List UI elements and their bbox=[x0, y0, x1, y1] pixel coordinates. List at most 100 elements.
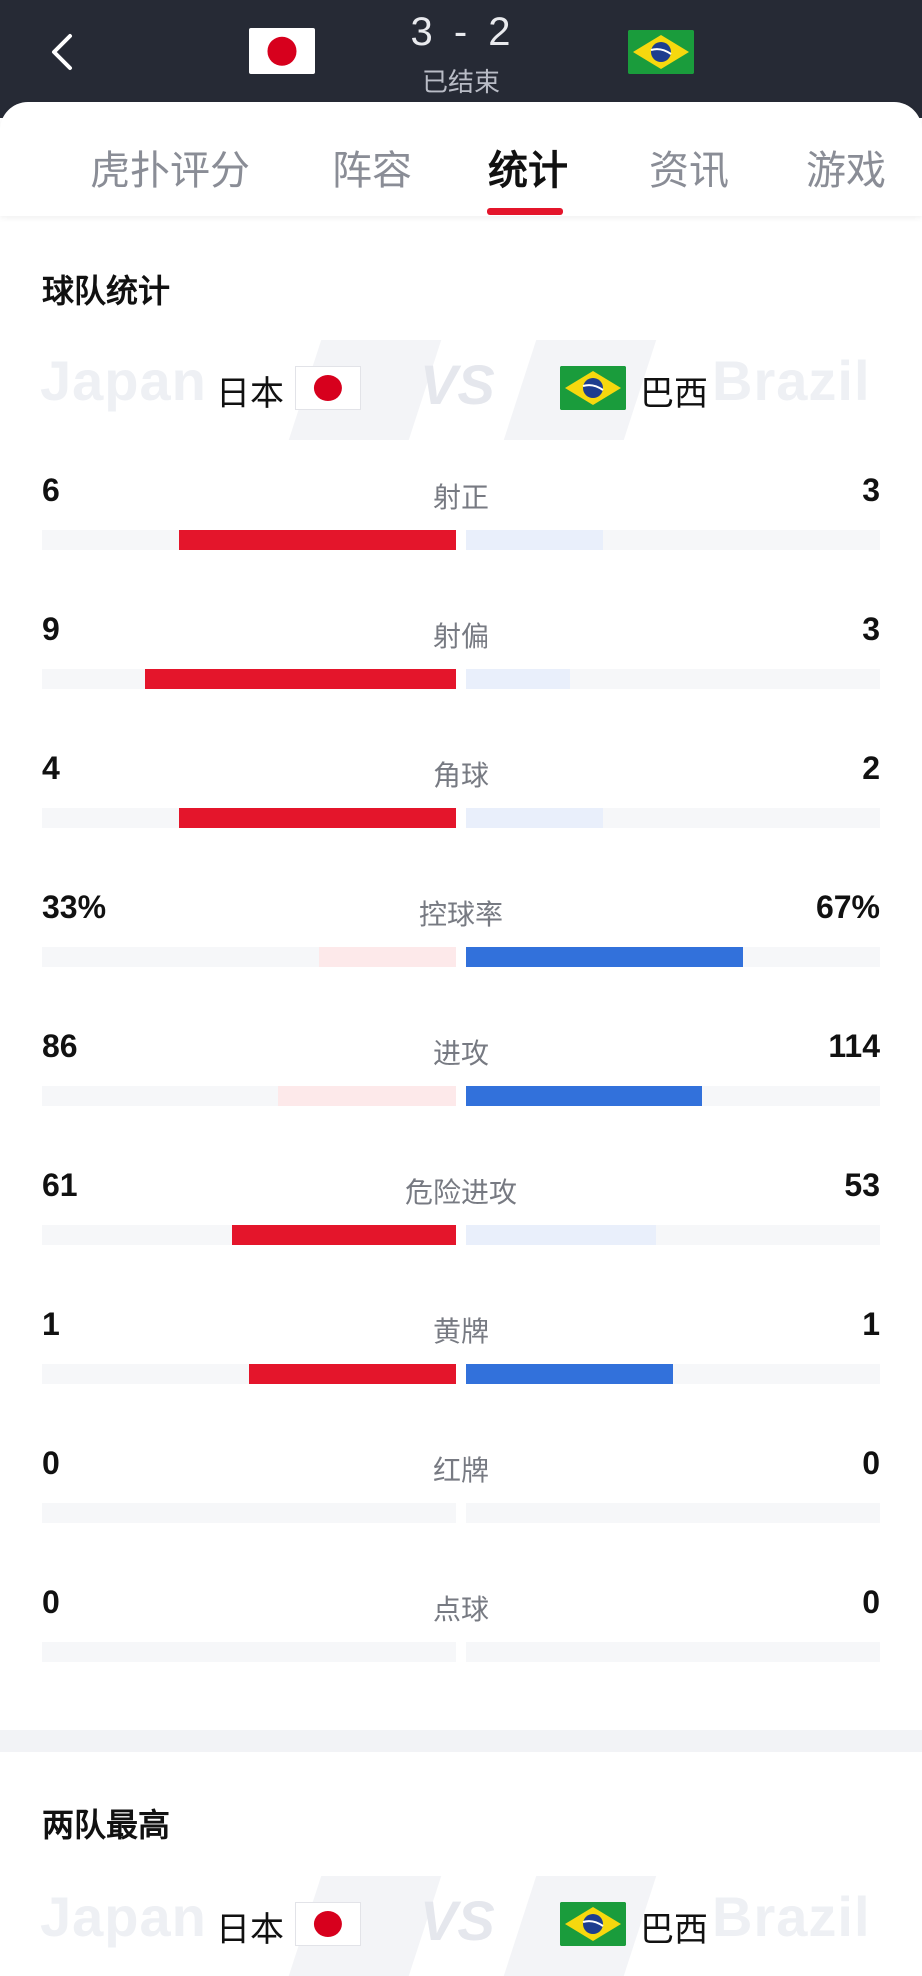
stat-row: 4 角球 2 bbox=[0, 750, 922, 889]
brazil-flag-icon bbox=[560, 1902, 626, 1946]
home-stat-bar bbox=[249, 1364, 456, 1384]
away-stat-value: 53 bbox=[844, 1167, 880, 1203]
home-stat-bar bbox=[179, 530, 456, 550]
away-stat-bar bbox=[466, 947, 743, 967]
stat-label: 射正 bbox=[432, 482, 489, 513]
home-stat-value: 33% bbox=[42, 889, 107, 925]
stat-row: 0 点球 0 bbox=[0, 1584, 922, 1723]
japan-flag-icon bbox=[249, 28, 315, 74]
away-stat-bar bbox=[466, 530, 603, 550]
away-stat-value: 0 bbox=[862, 1445, 880, 1481]
stat-label: 角球 bbox=[432, 760, 489, 791]
home-score: 3 bbox=[410, 10, 434, 54]
home-stat-value: 4 bbox=[42, 750, 60, 786]
away-stat-bar bbox=[466, 1364, 673, 1384]
match-score: 3 - 2 bbox=[0, 10, 922, 55]
away-watermark: Brazil bbox=[712, 1885, 871, 1948]
away-team-name: 巴西 bbox=[640, 375, 708, 413]
away-stat-value: 3 bbox=[862, 472, 880, 508]
home-stat-bar bbox=[319, 947, 456, 967]
stat-row: 33% 控球率 67% bbox=[0, 889, 922, 1028]
stat-label: 黄牌 bbox=[432, 1316, 489, 1347]
stat-label: 射偏 bbox=[432, 621, 489, 652]
away-stat-track bbox=[466, 669, 880, 689]
away-score: 2 bbox=[488, 10, 512, 54]
away-stat-track bbox=[466, 947, 880, 967]
home-watermark: Japan bbox=[40, 349, 207, 412]
stat-row: 9 射偏 3 bbox=[0, 611, 922, 750]
home-stat-value: 86 bbox=[42, 1028, 78, 1064]
away-stat-value: 114 bbox=[828, 1028, 880, 1064]
stat-label: 进攻 bbox=[432, 1038, 489, 1069]
team-versus-header: Japan Brazil VS 日本 巴西 bbox=[0, 330, 922, 440]
tab-stats[interactable]: 统计 bbox=[488, 149, 568, 193]
match-header: 3 - 2 已结束 bbox=[0, 0, 922, 118]
away-stat-value: 2 bbox=[862, 750, 880, 786]
japan-flag-icon bbox=[295, 1902, 361, 1946]
home-watermark: Japan bbox=[40, 1885, 207, 1948]
home-stat-bar bbox=[179, 808, 456, 828]
home-stat-track bbox=[42, 808, 456, 828]
stat-row: 0 红牌 0 bbox=[0, 1445, 922, 1584]
away-stat-value: 3 bbox=[862, 611, 880, 647]
tab-bar: 虎扑评分 阵容 统计 资讯 游戏 bbox=[0, 102, 922, 216]
tab-games[interactable]: 游戏 bbox=[806, 149, 886, 193]
home-stat-value: 1 bbox=[42, 1306, 60, 1342]
score-separator: - bbox=[453, 10, 469, 54]
vs-label: VS bbox=[420, 1889, 495, 1952]
away-stat-value: 0 bbox=[862, 1584, 880, 1620]
away-stat-track bbox=[466, 1086, 880, 1106]
brazil-flag-icon bbox=[628, 30, 694, 74]
chevron-left-icon bbox=[52, 34, 72, 70]
home-stat-bar bbox=[278, 1086, 456, 1106]
vs-label: VS bbox=[420, 353, 495, 416]
home-stat-track bbox=[42, 669, 456, 689]
top-players-title: 两队最高 bbox=[42, 1807, 171, 1843]
away-stat-bar bbox=[466, 1086, 702, 1106]
away-stat-track bbox=[466, 1364, 880, 1384]
stat-label: 点球 bbox=[432, 1594, 489, 1625]
home-stat-track bbox=[42, 1503, 456, 1523]
home-stat-value: 6 bbox=[42, 472, 60, 508]
home-stat-track bbox=[42, 1364, 456, 1384]
stat-row: 86 进攻 114 bbox=[0, 1028, 922, 1167]
stat-row: 61 危险进攻 53 bbox=[0, 1167, 922, 1306]
home-stat-track bbox=[42, 947, 456, 967]
home-team-name: 日本 bbox=[216, 1911, 284, 1949]
home-stat-track bbox=[42, 1086, 456, 1106]
stat-row: 1 黄牌 1 bbox=[0, 1306, 922, 1445]
home-stat-bar bbox=[145, 669, 456, 689]
away-stat-track bbox=[466, 808, 880, 828]
tab-hupu-rating[interactable]: 虎扑评分 bbox=[90, 149, 250, 193]
stat-label: 红牌 bbox=[432, 1455, 489, 1486]
home-stat-value: 61 bbox=[42, 1167, 78, 1203]
match-status: 已结束 bbox=[421, 67, 500, 97]
tab-news[interactable]: 资讯 bbox=[649, 149, 729, 193]
back-button[interactable] bbox=[44, 22, 84, 82]
home-stat-value: 0 bbox=[42, 1445, 60, 1481]
home-team-name: 日本 bbox=[216, 375, 284, 413]
away-watermark: Brazil bbox=[712, 349, 871, 412]
stat-label: 危险进攻 bbox=[404, 1177, 517, 1208]
away-stat-track bbox=[466, 1642, 880, 1662]
team-stats-title: 球队统计 bbox=[42, 273, 171, 309]
away-stat-value: 67% bbox=[815, 889, 880, 925]
home-stat-track bbox=[42, 530, 456, 550]
away-stat-bar bbox=[466, 669, 570, 689]
away-stat-value: 1 bbox=[862, 1306, 880, 1342]
home-stat-bar bbox=[232, 1225, 456, 1245]
home-stat-value: 9 bbox=[42, 611, 60, 647]
stat-label: 控球率 bbox=[418, 899, 503, 930]
brazil-flag-icon bbox=[560, 366, 626, 410]
tab-lineup[interactable]: 阵容 bbox=[332, 149, 412, 193]
japan-flag-icon bbox=[295, 366, 361, 410]
away-stat-track bbox=[466, 1503, 880, 1523]
stat-row: 6 射正 3 bbox=[0, 472, 922, 611]
active-tab-indicator bbox=[487, 208, 563, 215]
home-stat-value: 0 bbox=[42, 1584, 60, 1620]
home-stat-track bbox=[42, 1642, 456, 1662]
home-stat-track bbox=[42, 1225, 456, 1245]
away-team-name: 巴西 bbox=[640, 1911, 708, 1949]
section-divider bbox=[0, 1730, 922, 1752]
away-stat-track bbox=[466, 1225, 880, 1245]
